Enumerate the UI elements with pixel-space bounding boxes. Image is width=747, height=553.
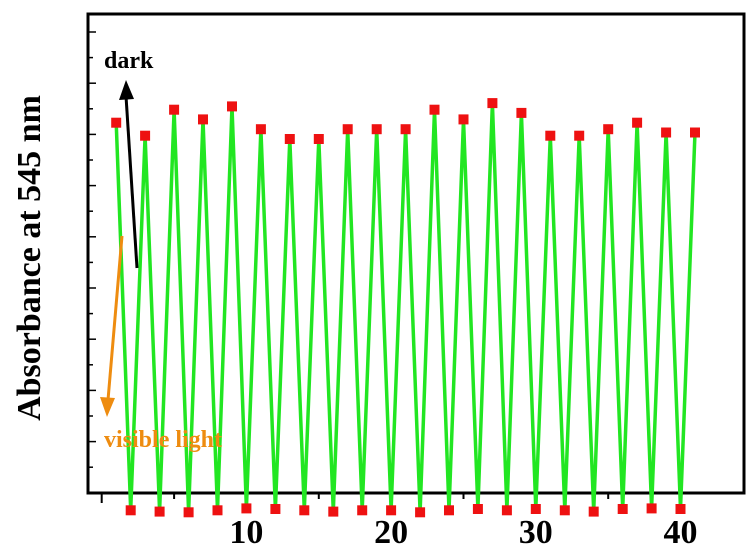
annotation-visible-light: visible light xyxy=(104,427,222,453)
visible-light-arrow-line xyxy=(106,235,124,401)
data-point-marker xyxy=(183,507,194,518)
data-point-marker xyxy=(299,505,310,516)
x-tick-label: 20 xyxy=(374,514,408,551)
data-point-marker xyxy=(198,114,208,125)
data-point-marker xyxy=(400,124,411,135)
data-point-marker xyxy=(241,503,252,514)
data-point-marker xyxy=(169,104,180,115)
data-point-marker xyxy=(154,506,165,517)
data-point-marker xyxy=(357,505,368,516)
data-point-marker xyxy=(111,117,122,128)
data-point-marker xyxy=(472,504,483,514)
data-point-marker xyxy=(458,114,469,125)
data-point-marker xyxy=(632,117,643,128)
data-point-marker xyxy=(313,134,324,144)
data-point-marker xyxy=(227,101,237,112)
x-axis-tick-labels: 10 20 30 40 xyxy=(229,514,697,551)
data-point-marker xyxy=(429,104,440,115)
data-point-marker xyxy=(516,107,527,118)
data-point-marker xyxy=(371,124,382,135)
y-axis-label: Absorbance at 545 nm xyxy=(11,95,48,421)
dark-arrow-line xyxy=(124,95,139,269)
plot-frame xyxy=(86,12,746,495)
data-point-marker xyxy=(386,505,397,516)
data-point-marker xyxy=(487,98,498,109)
data-point-marker xyxy=(574,130,585,141)
data-point-marker xyxy=(415,507,426,518)
data-point-marker xyxy=(255,124,266,135)
data-point-marker xyxy=(284,134,295,144)
data-point-marker xyxy=(125,505,136,516)
data-markers xyxy=(111,98,700,518)
data-point-marker xyxy=(690,127,700,138)
data-point-marker xyxy=(212,505,223,516)
data-point-marker xyxy=(545,130,556,141)
annotation-dark: dark xyxy=(104,48,154,74)
x-tick-label: 40 xyxy=(664,514,698,551)
data-point-marker xyxy=(270,504,281,514)
data-point-marker xyxy=(328,506,339,517)
data-point-marker xyxy=(530,504,541,514)
data-point-marker xyxy=(603,124,614,135)
data-point-marker xyxy=(646,503,657,514)
data-point-marker xyxy=(444,505,454,516)
x-tick-label: 30 xyxy=(519,514,553,551)
data-point-marker xyxy=(617,504,628,514)
dark-arrow-head xyxy=(119,80,134,100)
y-axis-ticks xyxy=(88,31,96,468)
data-point-marker xyxy=(675,504,686,514)
x-tick-label: 10 xyxy=(229,514,263,551)
data-point-marker xyxy=(140,130,151,141)
visible-light-arrow-head xyxy=(100,397,115,417)
data-point-marker xyxy=(501,505,512,516)
data-point-marker xyxy=(588,506,599,517)
data-point-marker xyxy=(661,127,672,138)
data-point-marker xyxy=(342,124,353,135)
data-point-marker xyxy=(559,505,570,516)
